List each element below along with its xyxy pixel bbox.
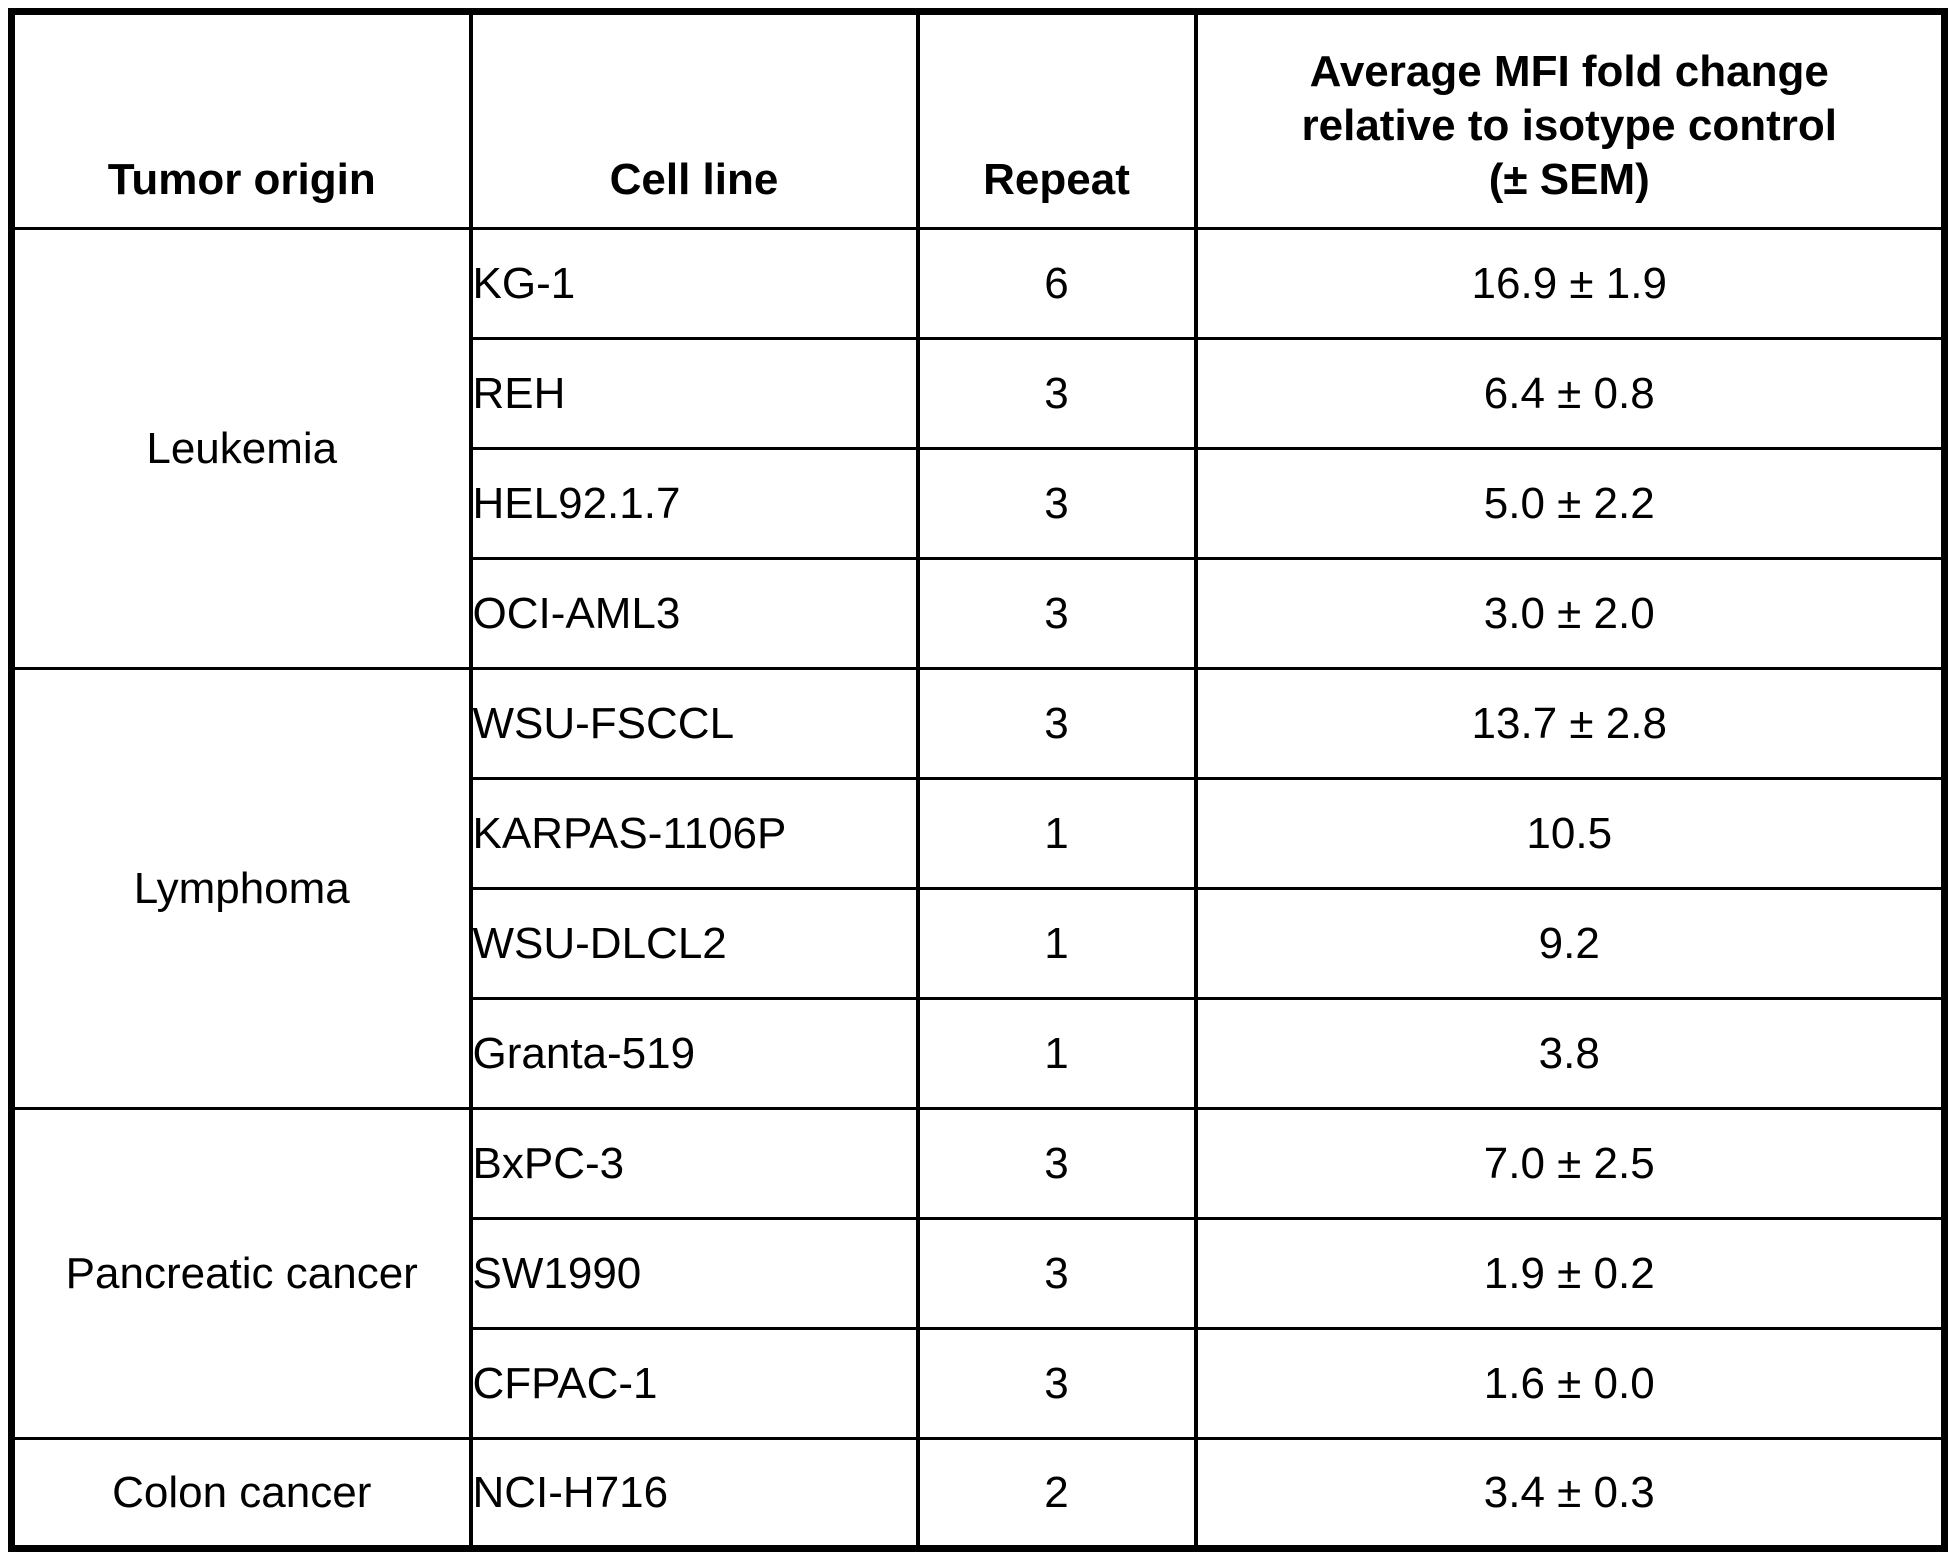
cell-repeat: 1 (915, 887, 1198, 1000)
cell-repeat: 1 (915, 777, 1198, 890)
table-row: CFPAC-1 3 1.6 ± 0.0 (12, 1327, 1947, 1440)
mfi-fold-change-table: Tumor origin Cell line Repeat Average MF… (8, 8, 1948, 1552)
table-row: OCI-AML3 3 3.0 ± 2.0 (12, 557, 1947, 670)
cell-tumor-origin: Pancreatic cancer (9, 1107, 473, 1440)
cell-repeat: 3 (915, 667, 1198, 780)
cell-value: 7.0 ± 2.5 (1193, 1107, 1947, 1220)
table-row: Granta-519 1 3.8 (12, 997, 1947, 1110)
cell-cell-line: SW1990 (468, 1217, 920, 1330)
header-cell-line: Cell line (468, 10, 920, 230)
table-header: Tumor origin Cell line Repeat Average MF… (9, 10, 1947, 230)
cell-value: 1.9 ± 0.2 (1193, 1217, 1947, 1330)
cell-tumor-origin: Lymphoma (9, 667, 473, 1110)
table-row: HEL92.1.7 3 5.0 ± 2.2 (12, 447, 1947, 560)
cell-cell-line: WSU-DLCL2 (468, 887, 920, 1000)
cell-cell-line: HEL92.1.7 (468, 447, 920, 560)
cell-cell-line: Granta-519 (468, 997, 920, 1110)
cell-cell-line: KARPAS-1106P (468, 777, 920, 890)
table-row: Pancreatic cancer BxPC-3 3 7.0 ± 2.5 (9, 1107, 1947, 1440)
cell-value: 3.8 (1193, 997, 1947, 1110)
cell-cell-line: NCI-H716 (468, 1437, 920, 1550)
cell-cell-line: BxPC-3 (468, 1107, 920, 1220)
cell-repeat: 3 (915, 557, 1198, 670)
cell-cell-line: OCI-AML3 (468, 557, 920, 670)
header-avg-mfi: Average MFI fold change relative to isot… (1193, 10, 1947, 230)
cell-repeat: 6 (915, 227, 1198, 340)
header-repeat: Repeat (915, 10, 1198, 230)
table-row: KARPAS-1106P 1 10.5 (12, 777, 1947, 890)
table-row: Lymphoma WSU-FSCCL 3 13.7 ± 2.8 (9, 667, 1947, 1110)
cell-tumor-origin: Colon cancer (9, 1437, 473, 1550)
cell-repeat: 1 (915, 997, 1198, 1110)
cell-cell-line: CFPAC-1 (468, 1327, 920, 1440)
cell-repeat: 3 (915, 337, 1198, 450)
cell-repeat: 3 (915, 1107, 1198, 1220)
cell-value: 9.2 (1193, 887, 1947, 1000)
header-row: Tumor origin Cell line Repeat Average MF… (9, 10, 1947, 230)
cell-repeat: 3 (915, 1217, 1198, 1330)
cell-tumor-origin: Leukemia (9, 227, 473, 670)
table-row: SW1990 3 1.9 ± 0.2 (12, 1217, 1947, 1330)
cell-repeat: 2 (915, 1437, 1198, 1550)
cell-cell-line: KG-1 (468, 227, 920, 340)
cell-cell-line: REH (468, 337, 920, 450)
cell-value: 3.4 ± 0.3 (1193, 1437, 1947, 1550)
cell-value: 16.9 ± 1.9 (1193, 227, 1947, 340)
table-body: Leukemia KG-1 6 16.9 ± 1.9 REH 3 6.4 ± 0.8 HEL9… (9, 227, 1947, 1550)
table-row: Leukemia KG-1 6 16.9 ± 1.9 (9, 227, 1947, 670)
cell-value: 6.4 ± 0.8 (1193, 337, 1947, 450)
cell-value: 5.0 ± 2.2 (1193, 447, 1947, 560)
cell-value: 3.0 ± 2.0 (1193, 557, 1947, 670)
table-row: REH 3 6.4 ± 0.8 (12, 337, 1947, 450)
cell-value: 13.7 ± 2.8 (1193, 667, 1947, 780)
cell-value: 10.5 (1193, 777, 1947, 890)
cell-repeat: 3 (915, 1327, 1198, 1440)
table-row: Colon cancer NCI-H716 2 3.4 ± 0.3 (9, 1437, 1947, 1550)
table-row: WSU-DLCL2 1 9.2 (12, 887, 1947, 1000)
cell-cell-line: WSU-FSCCL (468, 667, 920, 780)
cell-repeat: 3 (915, 447, 1198, 560)
header-tumor-origin: Tumor origin (9, 10, 473, 230)
cell-value: 1.6 ± 0.0 (1193, 1327, 1947, 1440)
